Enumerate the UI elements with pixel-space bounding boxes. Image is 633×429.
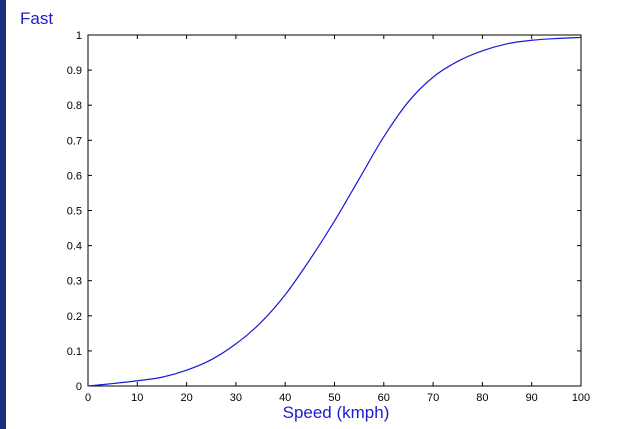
x-tick-label: 100 [572,392,590,404]
y-tick-label: 0.5 [67,206,82,218]
x-ticks: 0 10 20 30 40 50 60 70 80 90 100 [85,35,590,404]
y-tick-label: 0.9 [67,65,82,77]
y-axis-label: Fast [20,9,53,28]
chart-panel [6,0,633,429]
x-tick-label: 40 [279,392,291,404]
x-tick-label: 20 [180,392,192,404]
x-tick-label: 60 [378,392,390,404]
y-tick-label: 0 [76,381,82,393]
x-tick-label: 30 [230,392,242,404]
y-tick-label: 0.7 [67,135,82,147]
y-tick-label: 0.3 [67,276,82,288]
y-ticks: 0 0.1 0.2 0.3 0.4 0.5 0.6 0.7 0.8 0.9 1 [67,30,581,393]
membership-curve-line [87,36,582,387]
x-tick-label: 10 [131,392,143,404]
x-tick-label: 90 [526,392,538,404]
y-tick-label: 0.8 [67,100,82,112]
y-tick-label: 0.6 [67,170,82,182]
plot-frame [87,34,582,387]
y-tick-label: 0.4 [67,241,82,253]
x-tick-label: 70 [427,392,439,404]
y-tick-label: 0.1 [67,346,82,358]
y-tick-label: 0.2 [67,311,82,323]
x-tick-label: 50 [328,392,340,404]
x-tick-label: 0 [85,392,91,404]
x-tick-label: 80 [476,392,488,404]
x-axis-label: Speed (kmph) [283,403,390,422]
y-tick-label: 1 [76,30,82,42]
